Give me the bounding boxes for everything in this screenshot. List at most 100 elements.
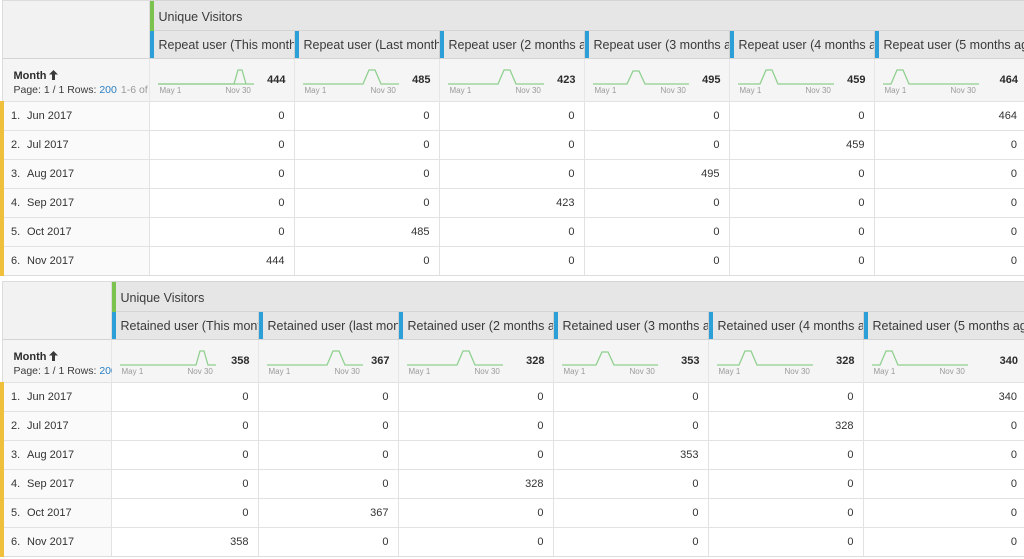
cell[interactable]: 0: [397, 440, 553, 470]
cell[interactable]: 0: [438, 246, 584, 276]
cell[interactable]: 0: [707, 469, 863, 499]
cell[interactable]: 353: [552, 440, 708, 470]
table-row[interactable]: 6. Nov 2017 444 0 0 0 0 0: [0, 246, 1024, 276]
row-month[interactable]: Aug 2017: [27, 168, 75, 180]
cell[interactable]: 0: [293, 188, 439, 218]
column-header[interactable]: Retained user (4 months ago): [707, 311, 863, 340]
cell[interactable]: 0: [583, 188, 729, 218]
cell[interactable]: 0: [148, 188, 294, 218]
segment-drag-handle[interactable]: [399, 312, 403, 340]
cell[interactable]: 0: [257, 469, 398, 499]
row-month[interactable]: Sep 2017: [27, 478, 75, 490]
cell[interactable]: 0: [110, 382, 258, 412]
column-header[interactable]: Retained user (3 months ago): [552, 311, 708, 340]
segment-drag-handle[interactable]: [295, 31, 299, 59]
cell[interactable]: 459: [728, 130, 874, 160]
table-row[interactable]: 3. Aug 2017 0 0 0 495 0 0: [0, 159, 1024, 189]
cell[interactable]: 0: [148, 159, 294, 189]
segment-drag-handle[interactable]: [259, 312, 263, 340]
column-header[interactable]: Retained user (5 months ago): [862, 311, 1024, 340]
segment-drag-handle[interactable]: [875, 31, 879, 59]
cell[interactable]: 423: [438, 188, 584, 218]
sort-up-arrow-icon[interactable]: [49, 351, 59, 361]
column-header[interactable]: Repeat user (4 months ago): [728, 30, 874, 59]
cell[interactable]: 328: [707, 411, 863, 441]
column-header[interactable]: Repeat user (Last month): [293, 30, 439, 59]
sort-up-arrow-icon[interactable]: [49, 70, 59, 80]
cell[interactable]: 0: [148, 101, 294, 131]
cell[interactable]: 0: [728, 217, 874, 247]
cell[interactable]: 0: [438, 217, 584, 247]
segment-drag-handle[interactable]: [864, 312, 868, 340]
row-month[interactable]: Nov 2017: [27, 255, 75, 267]
row-month[interactable]: Jun 2017: [27, 110, 73, 122]
table-row[interactable]: 5. Oct 2017 0 485 0 0 0 0: [0, 217, 1024, 247]
metric-drag-handle[interactable]: [149, 1, 154, 31]
row-month[interactable]: Aug 2017: [27, 449, 75, 461]
cell[interactable]: 0: [862, 440, 1024, 470]
cell[interactable]: 0: [707, 382, 863, 412]
cell[interactable]: 0: [583, 130, 729, 160]
row-month[interactable]: Jun 2017: [27, 391, 73, 403]
cell[interactable]: 0: [110, 469, 258, 499]
column-header[interactable]: Repeat user (5 months ago): [873, 30, 1024, 59]
cell[interactable]: 0: [148, 130, 294, 160]
cell[interactable]: 0: [438, 159, 584, 189]
cell[interactable]: 0: [397, 527, 553, 557]
cell[interactable]: 0: [707, 440, 863, 470]
cell[interactable]: 0: [110, 498, 258, 528]
table-row[interactable]: 6. Nov 2017 358 0 0 0 0 0: [0, 527, 1024, 557]
segment-drag-handle[interactable]: [149, 31, 154, 59]
dimension-header[interactable]: Month Page: 1 / 1 Rows: 200: [1, 339, 117, 383]
cell[interactable]: 0: [552, 411, 708, 441]
cell[interactable]: 0: [552, 527, 708, 557]
cell[interactable]: 0: [873, 130, 1024, 160]
cell[interactable]: 0: [148, 217, 294, 247]
cell[interactable]: 495: [583, 159, 729, 189]
cell[interactable]: 0: [862, 469, 1024, 499]
rows-per-page-link[interactable]: 200: [99, 84, 117, 96]
cell[interactable]: 0: [728, 101, 874, 131]
segment-drag-handle[interactable]: [709, 312, 713, 340]
cell[interactable]: 485: [293, 217, 439, 247]
cell[interactable]: 0: [257, 527, 398, 557]
cell[interactable]: 0: [862, 527, 1024, 557]
cell[interactable]: 0: [707, 527, 863, 557]
column-header[interactable]: Repeat user (2 months ago): [438, 30, 584, 59]
cell[interactable]: 0: [728, 246, 874, 276]
row-month[interactable]: Oct 2017: [27, 226, 72, 238]
cell[interactable]: 0: [873, 246, 1024, 276]
cell[interactable]: 0: [293, 246, 439, 276]
table-row[interactable]: 4. Sep 2017 0 0 328 0 0 0: [0, 469, 1024, 499]
metric-header[interactable]: Unique Visitors: [111, 281, 1024, 312]
cell[interactable]: 0: [873, 188, 1024, 218]
metric-drag-handle[interactable]: [111, 282, 116, 312]
cell[interactable]: 464: [873, 101, 1024, 131]
cell[interactable]: 0: [728, 159, 874, 189]
row-month[interactable]: Nov 2017: [27, 536, 75, 548]
cell[interactable]: 0: [873, 159, 1024, 189]
cell[interactable]: 0: [438, 101, 584, 131]
cell[interactable]: 0: [862, 411, 1024, 441]
cell[interactable]: 340: [862, 382, 1024, 412]
metric-header[interactable]: Unique Visitors: [149, 0, 1024, 31]
cell[interactable]: 0: [552, 469, 708, 499]
row-month[interactable]: Sep 2017: [27, 197, 75, 209]
cell[interactable]: 0: [438, 130, 584, 160]
cell[interactable]: 0: [293, 159, 439, 189]
cell[interactable]: 358: [110, 527, 258, 557]
column-header[interactable]: Repeat user (3 months ago): [583, 30, 729, 59]
segment-drag-handle[interactable]: [111, 312, 116, 340]
cell[interactable]: 367: [257, 498, 398, 528]
cell[interactable]: 0: [397, 411, 553, 441]
cell[interactable]: 0: [397, 382, 553, 412]
cell[interactable]: 0: [583, 101, 729, 131]
cell[interactable]: 0: [873, 217, 1024, 247]
cell[interactable]: 0: [293, 101, 439, 131]
table-row[interactable]: 4. Sep 2017 0 0 423 0 0 0: [0, 188, 1024, 218]
cell[interactable]: 0: [728, 188, 874, 218]
column-header[interactable]: Retained user (This month): [111, 311, 258, 340]
column-header[interactable]: Repeat user (This month): [149, 30, 294, 59]
cell[interactable]: 0: [257, 440, 398, 470]
table-row[interactable]: 5. Oct 2017 0 367 0 0 0 0: [0, 498, 1024, 528]
